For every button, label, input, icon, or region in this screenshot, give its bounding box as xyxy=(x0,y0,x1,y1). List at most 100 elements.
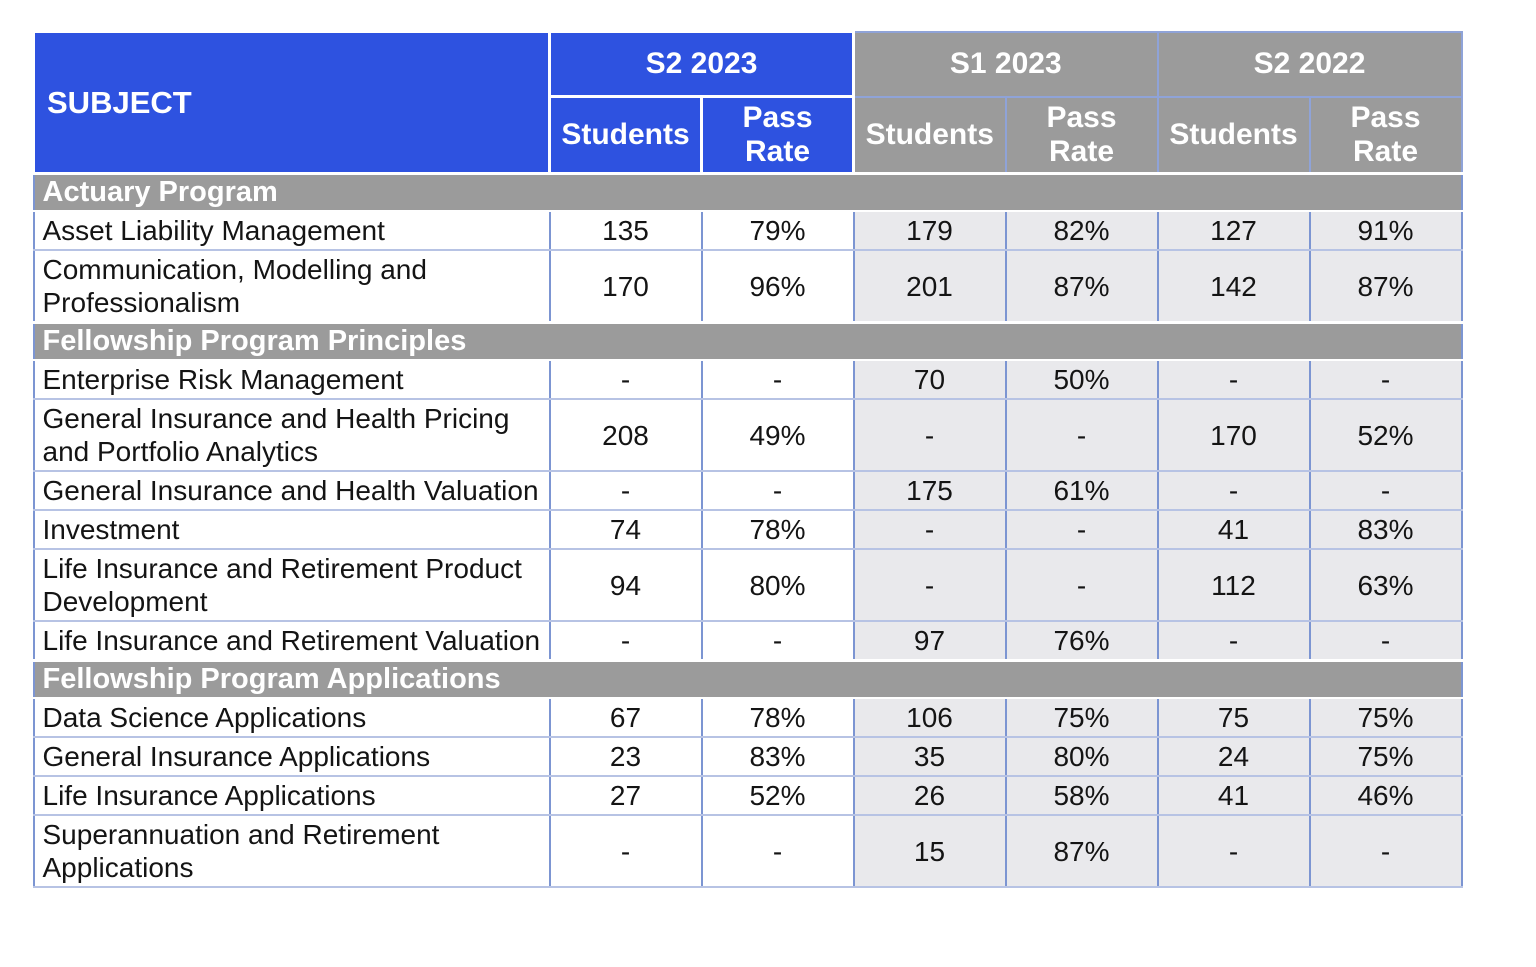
pass-rate-cell: 78% xyxy=(700,697,855,738)
subject-cell: Superannuation and Retirement Applicatio… xyxy=(32,814,551,888)
students-cell: 67 xyxy=(548,697,703,738)
subject-cell: Communication, Modelling and Professiona… xyxy=(32,249,551,324)
pass-rate-cell: 87% xyxy=(1004,249,1159,324)
students-cell: 179 xyxy=(852,210,1007,251)
pass-rate-cell: - xyxy=(1308,470,1463,511)
students-cell: 70 xyxy=(852,359,1007,400)
students-cell: 127 xyxy=(1156,210,1311,251)
pass-rate-cell: - xyxy=(700,814,855,888)
students-cell: - xyxy=(1156,359,1311,400)
students-cell: 106 xyxy=(852,697,1007,738)
students-cell: - xyxy=(548,814,703,888)
table-row: General Insurance and Health Pricing and… xyxy=(32,398,1463,472)
students-cell: - xyxy=(852,548,1007,622)
pass-rate-cell: 75% xyxy=(1308,697,1463,738)
semester-header-s1-2023: S1 2023 xyxy=(852,30,1159,98)
table-row: General Insurance Applications 23 83% 35 80%… xyxy=(32,736,1463,777)
pass-rate-cell: 46% xyxy=(1308,775,1463,816)
students-cell: - xyxy=(1156,814,1311,888)
subject-cell: Data Science Applications xyxy=(32,697,551,738)
subject-cell: General Insurance Applications xyxy=(32,736,551,777)
students-cell: 142 xyxy=(1156,249,1311,324)
subject-cell: Life Insurance Applications xyxy=(32,775,551,816)
pass-rate-cell: 58% xyxy=(1004,775,1159,816)
subject-column-header: SUBJECT xyxy=(32,30,551,175)
students-cell: 94 xyxy=(548,548,703,622)
students-cell: 41 xyxy=(1156,509,1311,550)
students-cell: 175 xyxy=(852,470,1007,511)
subject-cell: Asset Liability Management xyxy=(32,210,551,251)
students-cell: 170 xyxy=(548,249,703,324)
pass-rate-cell: 63% xyxy=(1308,548,1463,622)
pass-rate-cell: 79% xyxy=(700,210,855,251)
pass-rate-cell: - xyxy=(700,359,855,400)
table-row: Life Insurance and Retirement Product De… xyxy=(32,548,1463,622)
table-row: General Insurance and Health Valuation - -… xyxy=(32,470,1463,511)
table-body: Actuary Program Asset Liability Managemen… xyxy=(32,172,1463,888)
pass-rate-cell: - xyxy=(1004,509,1159,550)
pass-rate-column-header: Pass Rate xyxy=(700,95,855,175)
subject-cell: Life Insurance and Retirement Valuation xyxy=(32,620,551,662)
students-column-header: Students xyxy=(548,95,703,175)
table-row: Asset Liability Management 135 79% 179 82% 12… xyxy=(32,210,1463,251)
semester-header-s2-2023: S2 2023 xyxy=(548,30,855,98)
students-cell: - xyxy=(1156,470,1311,511)
semester-header-s2-2022: S2 2022 xyxy=(1156,30,1463,98)
students-cell: - xyxy=(852,509,1007,550)
pass-rate-cell: 87% xyxy=(1308,249,1463,324)
students-cell: 23 xyxy=(548,736,703,777)
students-cell: - xyxy=(852,398,1007,472)
section-row: Fellowship Program Principles xyxy=(32,321,1463,361)
pass-rate-cell: 75% xyxy=(1004,697,1159,738)
results-table-container: SUBJECT S2 2023 S1 2023 S2 2022 Students… xyxy=(32,30,1463,888)
pass-rate-cell: 49% xyxy=(700,398,855,472)
students-cell: 97 xyxy=(852,620,1007,662)
section-title: Fellowship Program Principles xyxy=(32,321,1463,361)
pass-rate-cell: 75% xyxy=(1308,736,1463,777)
subject-cell: Enterprise Risk Management xyxy=(32,359,551,400)
pass-rate-column-header: Pass Rate xyxy=(1308,95,1463,175)
students-cell: 74 xyxy=(548,509,703,550)
students-cell: 24 xyxy=(1156,736,1311,777)
pass-rate-cell: - xyxy=(1308,814,1463,888)
pass-rate-cell: 80% xyxy=(700,548,855,622)
students-column-header: Students xyxy=(852,95,1007,175)
students-cell: - xyxy=(548,620,703,662)
pass-rate-cell: - xyxy=(700,470,855,511)
pass-rate-cell: 61% xyxy=(1004,470,1159,511)
pass-rate-cell: 82% xyxy=(1004,210,1159,251)
section-title: Fellowship Program Applications xyxy=(32,659,1463,699)
students-cell: 35 xyxy=(852,736,1007,777)
pass-rate-cell: 80% xyxy=(1004,736,1159,777)
pass-rate-cell: 52% xyxy=(700,775,855,816)
students-cell: 135 xyxy=(548,210,703,251)
table-row: Enterprise Risk Management - -70 50% - - xyxy=(32,359,1463,400)
section-row: Fellowship Program Applications xyxy=(32,659,1463,699)
pass-rate-cell: - xyxy=(1308,620,1463,662)
students-cell: 41 xyxy=(1156,775,1311,816)
students-column-header: Students xyxy=(1156,95,1311,175)
pass-rate-cell: 52% xyxy=(1308,398,1463,472)
pass-rate-cell: - xyxy=(700,620,855,662)
pass-rate-cell: 76% xyxy=(1004,620,1159,662)
table-row: Life Insurance and Retirement Valuation -… xyxy=(32,620,1463,662)
students-cell: 112 xyxy=(1156,548,1311,622)
pass-rate-cell: 50% xyxy=(1004,359,1159,400)
students-cell: - xyxy=(548,470,703,511)
pass-rate-column-header: Pass Rate xyxy=(1004,95,1159,175)
students-cell: 208 xyxy=(548,398,703,472)
students-cell: 15 xyxy=(852,814,1007,888)
subject-cell: General Insurance and Health Valuation xyxy=(32,470,551,511)
table-row: Data Science Applications 67 78% 106 75% 75 75… xyxy=(32,697,1463,738)
subject-cell: Investment xyxy=(32,509,551,550)
section-row: Actuary Program xyxy=(32,172,1463,212)
pass-rates-table: SUBJECT S2 2023 S1 2023 S2 2022 Students… xyxy=(32,30,1463,888)
pass-rate-cell: - xyxy=(1308,359,1463,400)
students-cell: - xyxy=(1156,620,1311,662)
students-cell: 201 xyxy=(852,249,1007,324)
pass-rate-cell: 83% xyxy=(700,736,855,777)
pass-rate-cell: 83% xyxy=(1308,509,1463,550)
pass-rate-cell: 96% xyxy=(700,249,855,324)
students-cell: 170 xyxy=(1156,398,1311,472)
